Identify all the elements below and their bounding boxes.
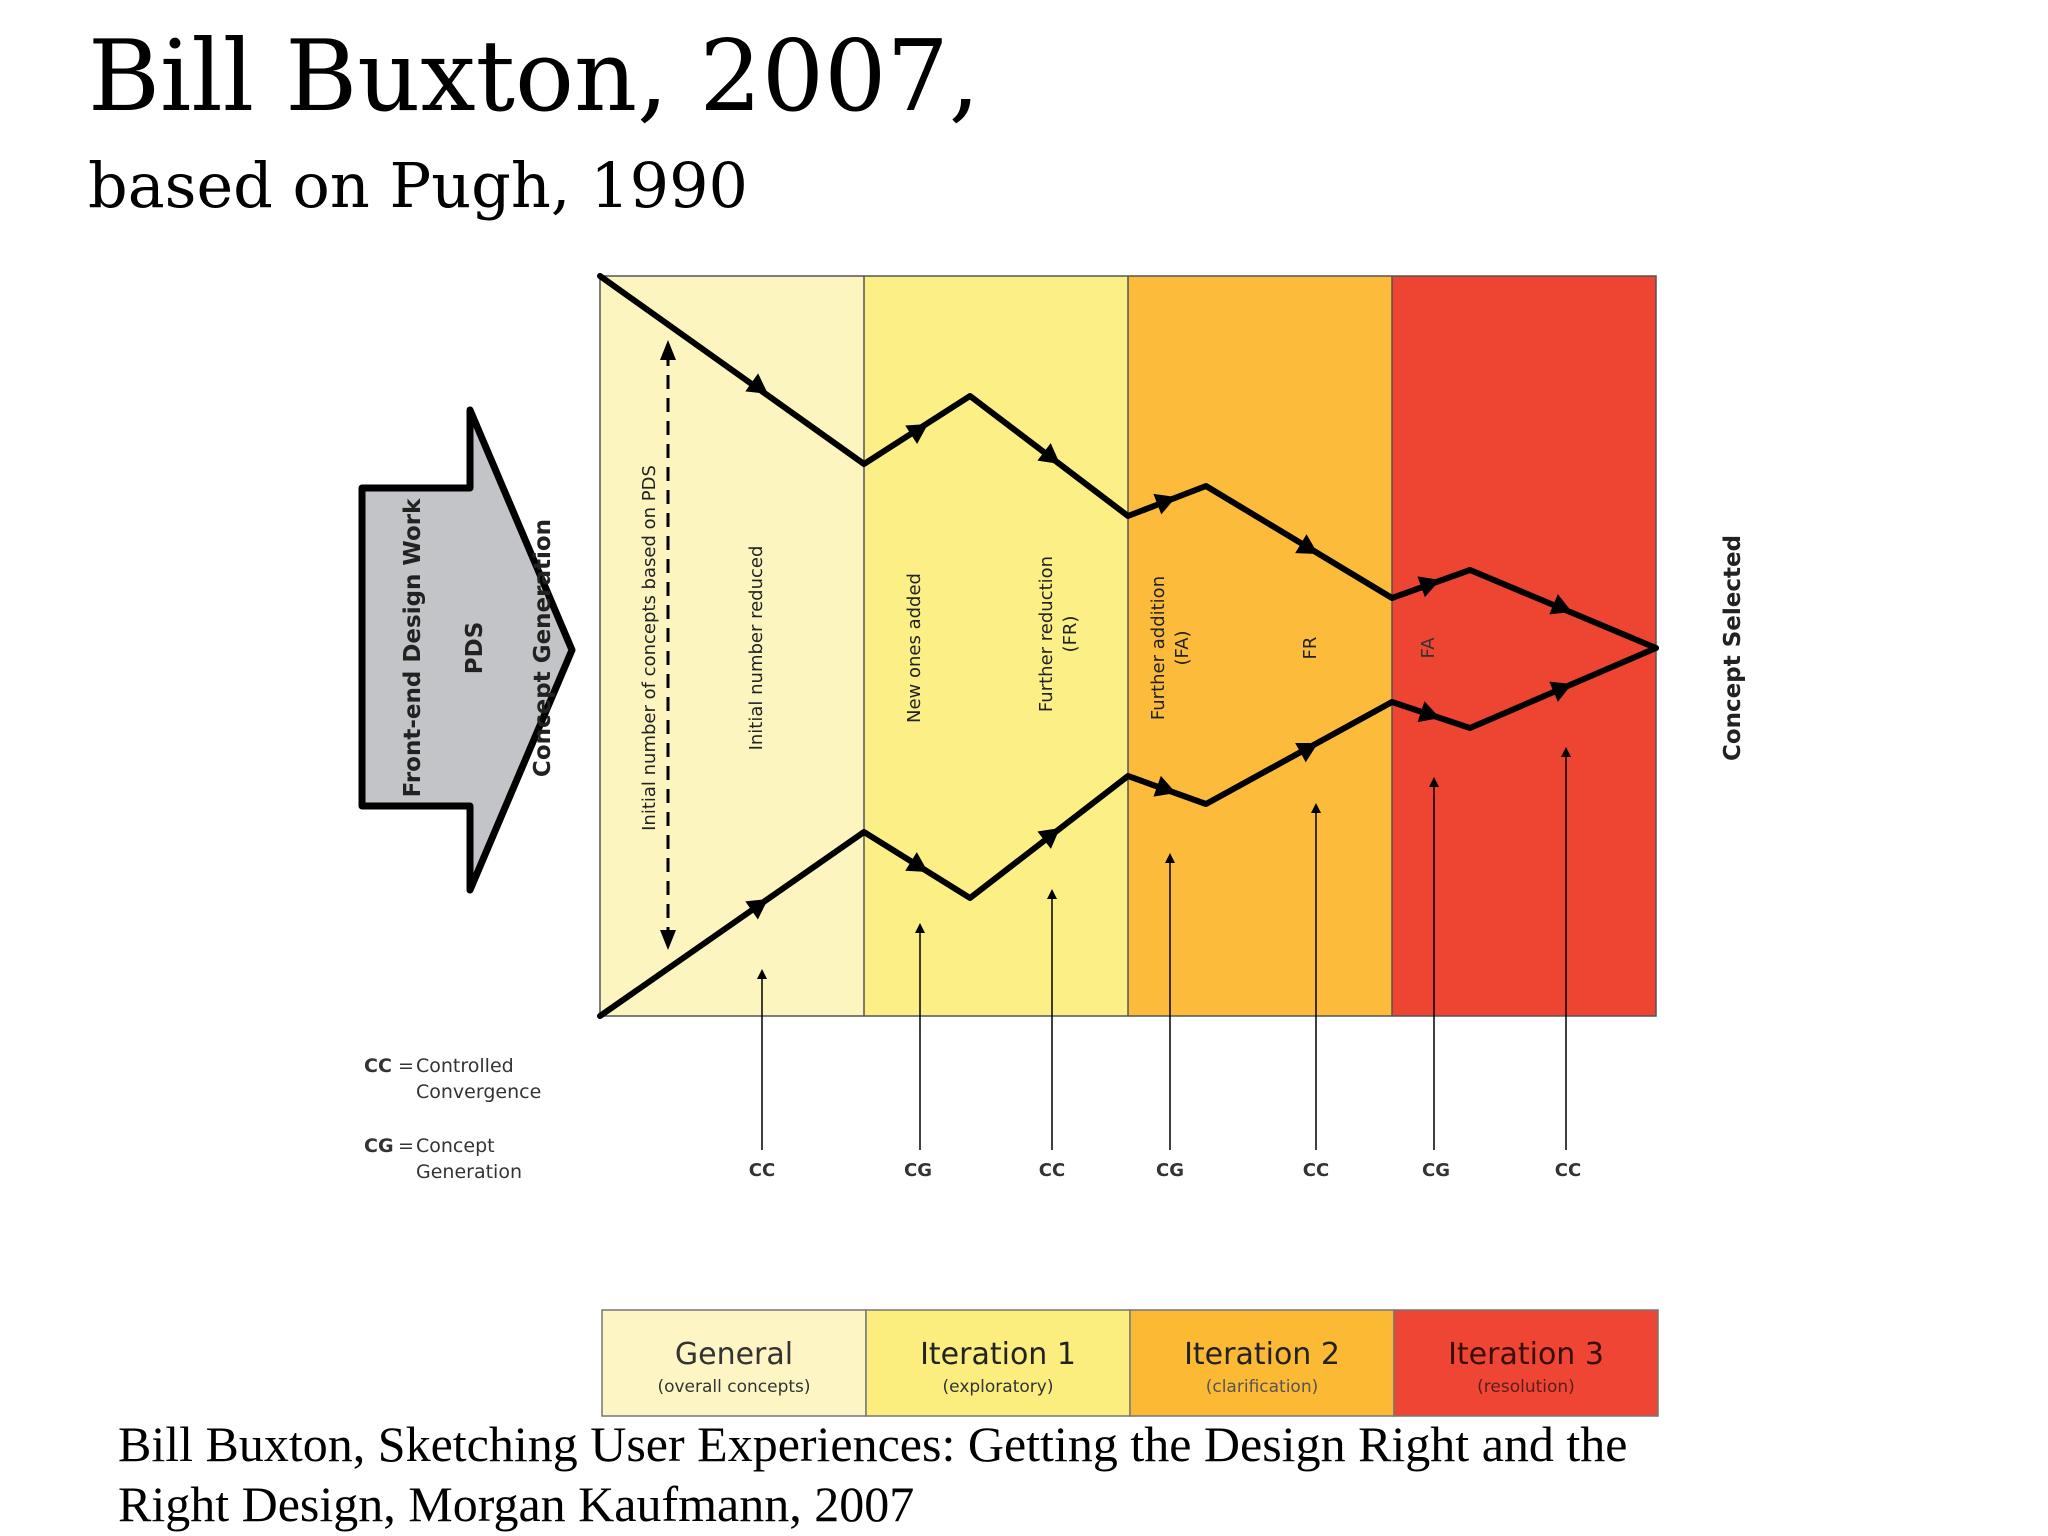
pds-label: PDS (462, 622, 488, 675)
arrow-label: CG (1156, 1160, 1184, 1181)
input-arrow: Front-end Design Work PDS Concept Genera… (358, 406, 576, 894)
band-iteration-3 (1392, 276, 1656, 1016)
phase-box-subtitle: (resolution) (1477, 1377, 1575, 1397)
line-arrowhead (1549, 594, 1572, 615)
line-arrowhead (1417, 701, 1440, 723)
phase-box-subtitle: (exploratory) (943, 1377, 1054, 1397)
legend-desc: Controlled (416, 1055, 514, 1077)
legend-desc: Generation (416, 1161, 522, 1183)
arrow-label: CC (1555, 1160, 1581, 1181)
line-arrowhead (1549, 681, 1572, 702)
concept-selected-label: Concept Selected (1720, 535, 1746, 761)
slide-subtitle: based on Pugh, 1990 (88, 152, 748, 222)
legend-abbr: CG (364, 1135, 394, 1157)
phase-box-title: Iteration 1 (920, 1337, 1076, 1372)
phase-legend-bar: General (overall concepts) Iteration 1 (… (601, 1309, 1659, 1417)
legend-desc: Concept (416, 1135, 495, 1157)
legend-desc: Convergence (416, 1081, 541, 1103)
initial-range-arrow-up (660, 340, 676, 360)
phase-note-further-addition: Further addition (1148, 576, 1169, 720)
abbreviation-legend: CC = Controlled Convergence CG = Concept… (364, 1055, 541, 1183)
initial-range-arrow-down (660, 930, 676, 950)
band-general (600, 276, 864, 1016)
phase-box-bg (1129, 1309, 1395, 1417)
citation-line-2: Right Design, Morgan Kaufmann, 2007 (118, 1476, 915, 1532)
line-arrowhead (1295, 742, 1318, 763)
line-arrowhead (1417, 576, 1440, 598)
phase-box-subtitle: (overall concepts) (657, 1377, 810, 1397)
phase-box-title: Iteration 2 (1184, 1337, 1340, 1372)
legend-equals: = (398, 1055, 414, 1077)
arrow-label: CC (749, 1160, 775, 1181)
citation-line-1: Bill Buxton, Sketching User Experiences:… (118, 1416, 1628, 1472)
phase-note-fr: FR (1300, 637, 1321, 660)
phase-note-further-reduction: Further reduction (1036, 556, 1057, 712)
line-arrowhead (745, 899, 768, 920)
line-arrowhead (1037, 443, 1060, 464)
legend-abbr: CC (364, 1055, 392, 1077)
band-iteration-2 (1128, 276, 1392, 1016)
line-arrowhead (1295, 534, 1318, 554)
concept-generation-label: Concept Generation (530, 519, 556, 777)
arrow-label: CC (1303, 1160, 1329, 1181)
legend-entry-cg: CG = Concept Generation (364, 1135, 522, 1183)
phase-note-fa: FA (1418, 637, 1439, 659)
phase-note-new-added: New ones added (904, 573, 925, 723)
line-arrowhead (905, 852, 928, 872)
line-arrowhead (1037, 828, 1060, 849)
phase-box-title: General (675, 1337, 793, 1372)
phase-box-iteration-1: Iteration 1 (exploratory) (865, 1309, 1131, 1417)
line-arrowhead (1153, 493, 1176, 515)
arrow-label: CC (1039, 1160, 1065, 1181)
line-arrowhead (905, 424, 928, 445)
initial-range-indicator: Initial number of concepts based on PDS (639, 340, 676, 950)
phase-notes: Initial number reduced New ones added Fu… (746, 546, 1439, 751)
band-iteration-1 (864, 276, 1128, 1016)
slide-title: Bill Buxton, 2007, (88, 20, 980, 134)
legend-equals: = (398, 1135, 414, 1157)
phase-note-further-reduction-abbr: (FR) (1060, 616, 1081, 653)
initial-number-label: Initial number of concepts based on PDS (639, 465, 660, 831)
phase-bands (599, 275, 1657, 1017)
input-arrow-shape (358, 406, 576, 894)
phase-note-initial-reduced: Initial number reduced (746, 546, 767, 751)
arrow-labels: CC CG CC CG CC CG CC (749, 1160, 1581, 1181)
line-arrowhead (1153, 775, 1176, 797)
source-citation: Bill Buxton, Sketching User Experiences:… (118, 1414, 1998, 1534)
phase-box-subtitle: (clarification) (1206, 1377, 1319, 1397)
arrow-label: CG (904, 1160, 932, 1181)
line-arrowheads (745, 373, 1572, 920)
legend-entry-cc: CC = Controlled Convergence (364, 1055, 541, 1103)
phase-box-iteration-2: Iteration 2 (clarification) (1129, 1309, 1395, 1417)
phase-box-general: General (overall concepts) (601, 1309, 867, 1417)
phase-box-bg (1393, 1309, 1659, 1417)
phase-box-title: Iteration 3 (1448, 1337, 1604, 1372)
front-end-design-work-label: Front-end Design Work (400, 498, 426, 798)
arrow-label: CG (1422, 1160, 1450, 1181)
phase-note-further-addition-abbr: (FA) (1172, 630, 1193, 665)
pointer-arrows (757, 747, 1571, 1150)
line-arrowhead (745, 373, 768, 394)
phase-box-iteration-3: Iteration 3 (resolution) (1393, 1309, 1659, 1417)
